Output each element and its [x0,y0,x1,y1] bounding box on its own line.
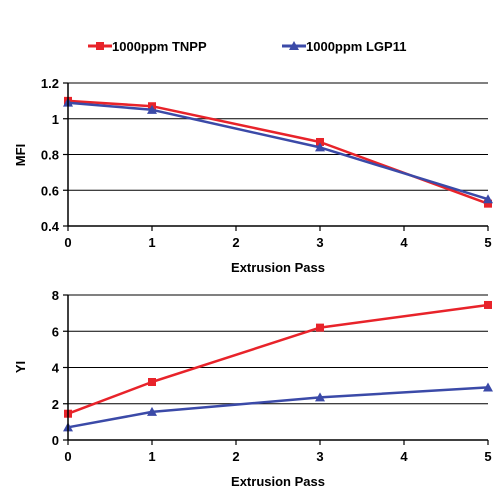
mfi-x-tick-label-1: 1 [148,235,155,250]
mfi-line-tnpp [67,99,489,205]
yi-x-tick-label-2: 2 [232,449,239,464]
mfi-x-tick-label-3: 3 [316,235,323,250]
legend-marker-tnpp [96,42,104,50]
yi-line-tnpp [67,303,489,415]
chart-mfi-y-axis-label: MFI [13,144,28,166]
chart-mfi-y-tick-labels: 0.4 0.6 0.8 1 1.2 [41,76,60,234]
yi-point-lgp11-3 [483,382,493,392]
chart-yi-series [63,300,493,432]
mfi-y-tick-label-0: 0.4 [41,219,60,234]
mfi-x-tick-label-0: 0 [64,235,71,250]
chart-mfi-series [63,96,493,208]
yi-y-tick-label-0: 0 [52,433,59,448]
chart-mfi-x-tick-labels: 0 1 2 3 4 5 [64,235,491,250]
yi-point-lgp11-1 [147,406,157,416]
yi-x-tick-label-3: 3 [316,449,323,464]
legend: 1000ppm TNPP 1000ppm LGP11 [88,39,406,54]
yi-point-tnpp-3 [484,300,492,309]
legend-marker-lgp11 [289,41,299,50]
yi-y-tick-label-3: 6 [52,324,59,339]
chart-yi-x-tick-labels: 0 1 2 3 4 5 [64,449,491,464]
chart-yi-x-axis-label: Extrusion Pass [231,474,325,489]
yi-y-tick-label-2: 4 [52,361,60,376]
mfi-point-lgp11-1 [147,104,157,114]
yi-y-tick-label-4: 8 [52,288,59,303]
yi-line-lgp11 [67,386,489,429]
chart-mfi: 0 1 2 3 4 5 0.4 0.6 0.8 1 1.2 Extrusion Pass MFI [13,76,493,275]
yi-x-tick-label-5: 5 [484,449,491,464]
chart-yi-axes [63,294,489,445]
mfi-x-tick-label-2: 2 [232,235,239,250]
yi-x-tick-label-4: 4 [400,449,408,464]
chart-yi-y-axis-label: YI [13,361,28,373]
yi-point-lgp11-2 [315,392,325,402]
mfi-point-lgp11-3 [483,194,493,204]
legend-label-lgp11: 1000ppm LGP11 [306,39,406,54]
mfi-x-tick-label-4: 4 [400,235,408,250]
mfi-y-tick-label-4: 1.2 [41,76,59,91]
mfi-x-tick-label-5: 5 [484,235,491,250]
yi-point-tnpp-2 [316,323,324,332]
legend-label-tnpp: 1000ppm TNPP [112,39,207,54]
yi-y-tick-label-1: 2 [52,397,59,412]
legend-entry-lgp11: 1000ppm LGP11 [282,39,406,54]
mfi-y-tick-label-3: 1 [52,112,59,127]
mfi-y-tick-label-1: 0.6 [41,183,59,198]
mfi-point-tnpp-3 [484,199,492,208]
legend-entry-tnpp: 1000ppm TNPP [88,39,207,54]
mfi-line-lgp11 [67,101,489,201]
yi-x-tick-label-1: 1 [148,449,155,464]
chart-yi-gridlines [68,294,488,441]
mfi-point-tnpp-2 [316,137,324,146]
yi-point-tnpp-1 [148,378,156,386]
chart-yi-y-tick-labels: 0 2 4 6 8 [52,288,60,448]
chart-mfi-axes [63,82,489,231]
mfi-point-lgp11-2 [315,142,325,152]
chart-mfi-x-axis-label: Extrusion Pass [231,260,325,275]
yi-x-tick-label-0: 0 [64,449,71,464]
chart-yi: 0 1 2 3 4 5 0 2 4 6 8 Extrusion Pass YI [13,288,493,489]
mfi-y-tick-label-2: 0.8 [41,148,59,163]
